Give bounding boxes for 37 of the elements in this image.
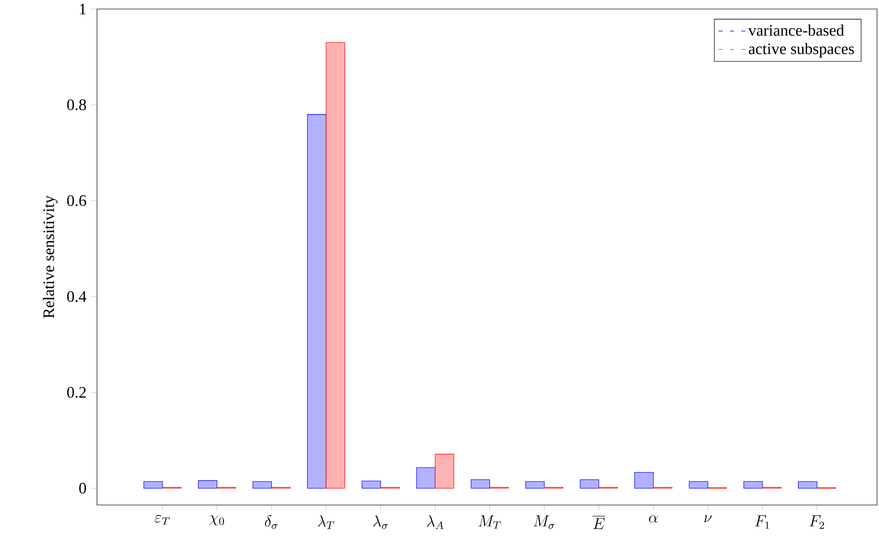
x-tick-label: $M_\sigma$ — [534, 515, 555, 529]
x-tick-label: $\lambda_A$ — [426, 515, 444, 529]
y-tick-label: 0.6 — [67, 195, 86, 206]
bar — [470, 479, 490, 488]
legend-label: variance-based — [748, 24, 844, 36]
bar — [634, 472, 654, 488]
y-tick-label: 1 — [80, 4, 86, 14]
x-tick-label: $\alpha$ — [648, 515, 658, 522]
bar — [688, 481, 708, 488]
y-axis-title: Relative sensitivity — [42, 195, 58, 318]
bar — [525, 481, 545, 488]
y-tick-label: 0.2 — [67, 386, 86, 398]
x-tick-label: $\overline{E}$ — [592, 516, 606, 529]
x-tick-label: $\nu$ — [704, 515, 712, 522]
x-tick-label: $\lambda_\sigma$ — [373, 515, 388, 529]
bar — [580, 479, 600, 488]
x-tick-label: $F_1$ — [754, 515, 770, 529]
bar — [252, 481, 272, 488]
bar — [326, 42, 346, 488]
bar — [416, 467, 436, 488]
y-tick-label: 0 — [79, 482, 86, 494]
y-tick-label: 0.8 — [67, 99, 86, 110]
bar — [198, 480, 218, 488]
bar — [744, 481, 763, 488]
x-tick-label: $M_T$ — [478, 515, 501, 529]
x-tick-label: $\chi_0$ — [209, 515, 224, 526]
bar — [307, 114, 326, 488]
bar — [798, 481, 818, 488]
legend-label: active subspaces — [748, 42, 854, 58]
x-tick-label: $\delta_\sigma$ — [264, 515, 278, 529]
bar — [144, 481, 163, 488]
y-tick-label: 0.4 — [67, 291, 86, 302]
x-tick-label: $\lambda_T$ — [318, 515, 334, 529]
bar — [362, 480, 381, 488]
x-tick-label: $\varepsilon_T$ — [154, 515, 170, 525]
bar — [434, 454, 454, 488]
x-tick-label: $F_2$ — [809, 515, 824, 529]
